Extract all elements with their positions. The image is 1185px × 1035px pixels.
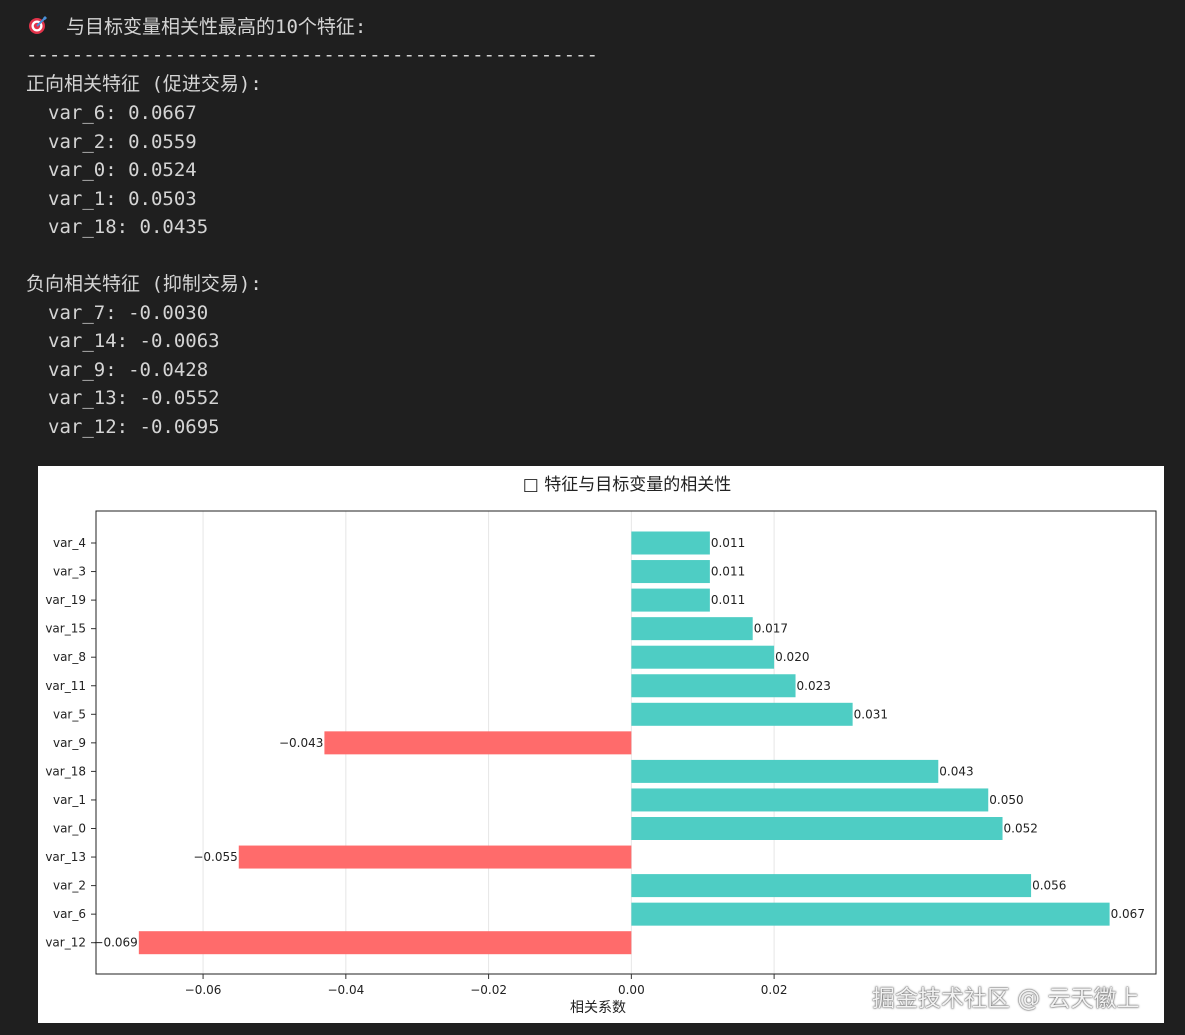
data-label: 0.017 (754, 622, 788, 636)
bar (631, 759, 939, 783)
positive-item: var_2: 0.0559 (48, 131, 197, 153)
bar (631, 817, 1003, 840)
bar (238, 845, 632, 869)
y-tick-label: var_11 (45, 679, 86, 693)
y-tick-label: var_18 (45, 764, 86, 778)
data-label: 0.023 (797, 679, 831, 693)
data-label: 0.056 (1032, 879, 1066, 893)
negative-title: 负向相关特征 (抑制交易): (26, 273, 262, 295)
positive-title: 正向相关特征 (促进交易): (26, 73, 262, 95)
y-tick-label: var_2 (53, 879, 86, 893)
negative-item: var_9: -0.0428 (48, 359, 209, 381)
negative-item: var_7: -0.0030 (48, 302, 209, 324)
negative-item: var_14: -0.0063 (48, 330, 220, 352)
bar (631, 645, 775, 669)
y-tick-label: var_0 (53, 822, 86, 836)
target-icon (29, 16, 47, 34)
watermark: 掘金技术社区 @ 云天徽上 (872, 986, 1140, 1012)
chart-svg: □ 特征与目标变量的相关性 var_4 0.011 var_3 0.011 var_19 0… (45, 475, 1157, 1016)
bar (631, 588, 710, 612)
x-tick-label: −0.06 (185, 983, 222, 997)
console-divider: ----------------------------------------… (26, 44, 598, 66)
chart-title: □ 特征与目标变量的相关性 (523, 475, 731, 495)
bar (324, 731, 632, 755)
bar (631, 788, 989, 812)
y-tick-label: var_15 (45, 622, 86, 636)
data-label: 0.020 (775, 650, 809, 664)
y-tick-label: var_6 (53, 907, 86, 921)
x-tick-label: −0.04 (327, 983, 364, 997)
data-label: 0.011 (711, 565, 745, 579)
correlation-chart: □ 特征与目标变量的相关性 var_4 0.011 var_3 0.011 var_19 0… (38, 466, 1164, 1023)
y-tick-label: var_5 (53, 707, 86, 721)
bar (631, 674, 796, 698)
data-label: −0.055 (193, 850, 237, 864)
y-tick-label: var_9 (53, 736, 86, 750)
x-axis-label: 相关系数 (570, 1000, 626, 1016)
bar (631, 560, 710, 584)
bar (631, 702, 853, 726)
positive-item: var_6: 0.0667 (48, 102, 197, 124)
y-tick-label: var_13 (45, 850, 86, 864)
plot-frame (95, 510, 1157, 975)
positive-item: var_1: 0.0503 (48, 188, 197, 210)
positive-item: var_18: 0.0435 (48, 216, 209, 238)
data-label: 0.050 (989, 793, 1023, 807)
data-label: 0.043 (939, 764, 973, 778)
y-tick-label: var_3 (53, 565, 86, 579)
bar (631, 902, 1110, 926)
bar (631, 531, 710, 555)
data-label: −0.043 (279, 736, 323, 750)
data-label: 0.011 (711, 593, 745, 607)
bar (138, 931, 632, 955)
negative-item: var_12: -0.0695 (48, 416, 220, 438)
y-tick-label: var_8 (53, 650, 86, 664)
x-tick-label: 0.02 (761, 983, 788, 997)
bar (631, 874, 1032, 898)
y-tick-label: var_19 (45, 593, 86, 607)
positive-item: var_0: 0.0524 (48, 159, 197, 181)
data-label: 0.031 (854, 707, 888, 721)
data-label: 0.011 (711, 536, 745, 550)
x-tick-label: 0.00 (618, 983, 645, 997)
console-header: 与目标变量相关性最高的10个特征: (66, 16, 367, 38)
x-tick-label: −0.02 (470, 983, 507, 997)
negative-item: var_13: -0.0552 (48, 387, 220, 409)
data-label: 0.067 (1111, 907, 1145, 921)
y-tick-label: var_4 (53, 536, 86, 550)
data-label: −0.069 (93, 936, 137, 950)
bar (631, 617, 753, 641)
y-tick-label: var_1 (53, 793, 86, 807)
data-label: 0.052 (1004, 822, 1038, 836)
y-tick-label: var_12 (45, 936, 86, 950)
